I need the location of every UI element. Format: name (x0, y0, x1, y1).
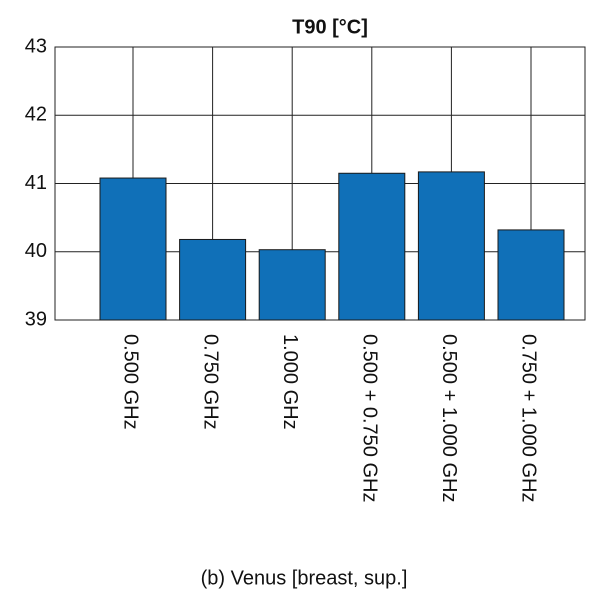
bar (258, 249, 326, 321)
y-tick-label: 40 (25, 240, 47, 262)
x-tick-label: 1.000 GHz (279, 334, 301, 430)
x-tick-label: 0.500 + 1.000 GHz (438, 334, 460, 502)
x-tick-label: 0.500 + 0.750 GHz (359, 334, 381, 502)
bar (497, 229, 565, 321)
x-tick-label: 0.750 + 1.000 GHz (518, 334, 540, 502)
y-tick-label: 41 (25, 172, 47, 194)
bar (99, 177, 167, 321)
bar (179, 238, 247, 321)
x-tick-label: 0.500 GHz (120, 334, 142, 430)
y-tick-label: 42 (25, 104, 47, 126)
chart-title: T90 [°C] (292, 16, 368, 38)
x-tick-label: 0.750 GHz (199, 334, 221, 430)
x-axis-label: (b) Venus [breast, sup.] (201, 567, 408, 589)
y-tick-label: 39 (25, 308, 47, 330)
bar (338, 172, 406, 321)
bar (417, 171, 485, 321)
y-tick-label: 43 (25, 35, 47, 57)
